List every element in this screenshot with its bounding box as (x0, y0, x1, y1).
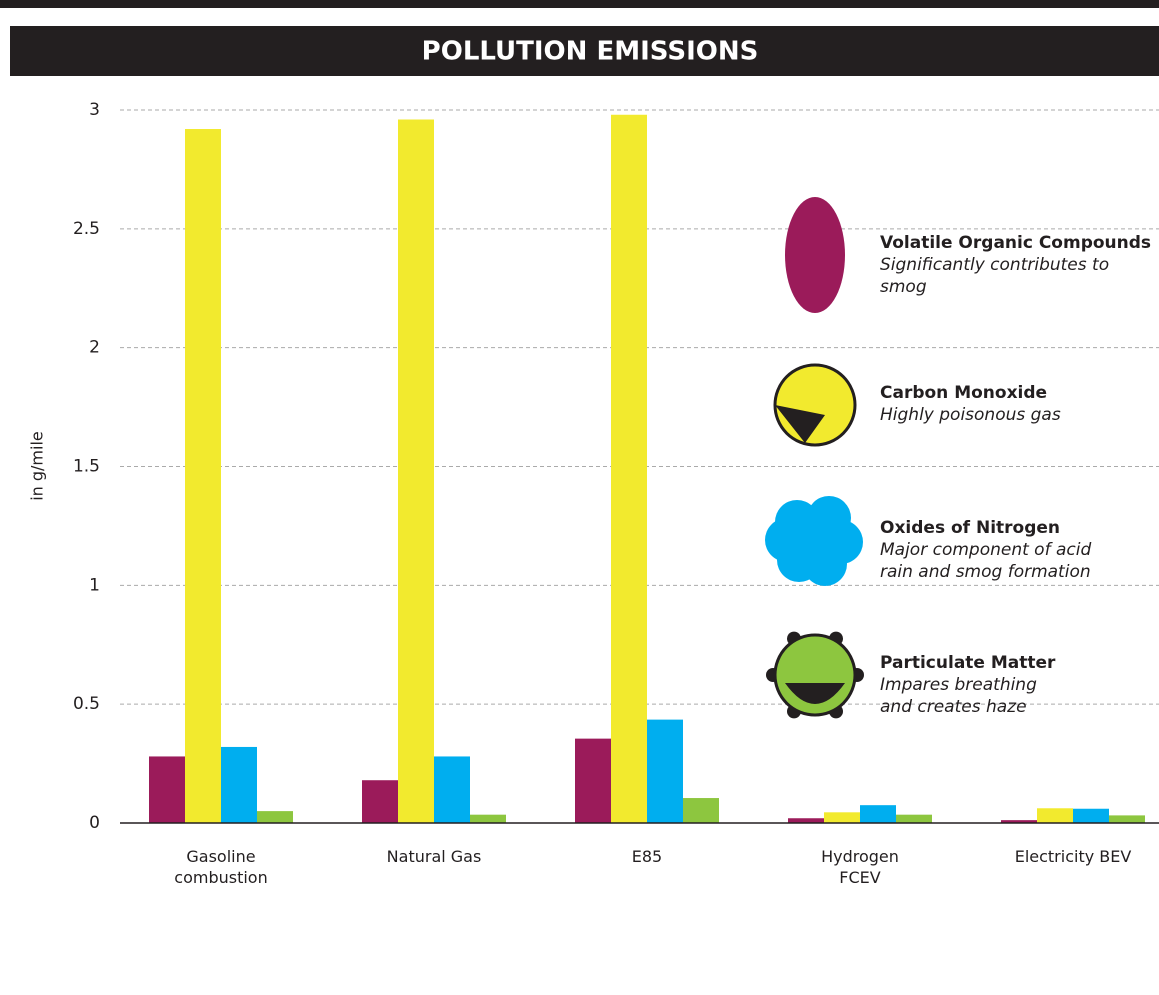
x-tick-label: Gasoline combustion (174, 847, 268, 887)
bar (1001, 820, 1037, 823)
bar (575, 738, 611, 823)
bar (1037, 808, 1073, 823)
y-tick-label: 0 (89, 813, 100, 833)
y-axis-label: in g/mile (28, 431, 47, 501)
title-band (10, 26, 1159, 76)
icon-body (773, 363, 857, 447)
legend-icon (766, 631, 864, 719)
bar (185, 129, 221, 824)
icon-mouth (775, 405, 825, 443)
legend-icon (773, 363, 857, 447)
legend-icon (785, 197, 845, 313)
legend-label: Oxides of Nitrogen (880, 518, 1060, 538)
legend-description: Impares breathing (880, 675, 1037, 695)
legend-description: and creates haze (880, 697, 1027, 717)
y-tick-label: 0.5 (73, 694, 100, 714)
y-tick-label: 1 (89, 575, 100, 595)
bar (470, 814, 506, 823)
icon-mouth (785, 683, 845, 704)
icon-body (785, 510, 845, 570)
chart-title: POLLUTION EMISSIONS (422, 37, 759, 67)
bar (788, 818, 824, 823)
bar (683, 798, 719, 823)
legend-label: Volatile Organic Compounds (880, 233, 1151, 253)
y-tick-label: 1.5 (73, 457, 100, 477)
x-tick-label: E85 (631, 847, 663, 866)
bar (1109, 815, 1145, 823)
top-rule (0, 0, 1159, 8)
x-tick-label: Hydrogen FCEV (821, 847, 899, 887)
legend-label: Particulate Matter (880, 653, 1056, 673)
legend-label: Carbon Monoxide (880, 383, 1047, 403)
y-tick-label: 3 (89, 100, 100, 120)
x-tick-label: Natural Gas (386, 847, 482, 866)
legend-description: rain and smog formation (880, 562, 1091, 582)
bar (149, 756, 185, 823)
bar (824, 812, 860, 823)
y-tick-label: 2.5 (73, 219, 100, 239)
legend-description: Significantly contributes to (880, 255, 1109, 275)
icon-body (785, 197, 845, 313)
bar (1073, 808, 1109, 823)
bar (434, 756, 470, 823)
bar (257, 811, 293, 823)
legend-description: Major component of acid (880, 540, 1091, 560)
bar (611, 114, 647, 823)
legend-icon (765, 496, 863, 586)
icon-body (773, 633, 857, 717)
bar (398, 119, 434, 824)
y-tick-label: 2 (89, 338, 100, 358)
x-tick-label: Electricity BEV (1014, 847, 1132, 866)
bar (860, 805, 896, 823)
bar (362, 780, 398, 823)
legend-description: smog (880, 277, 927, 297)
legend-description: Highly poisonous gas (880, 405, 1061, 425)
bar (221, 746, 257, 823)
bar (647, 719, 683, 823)
bar (896, 814, 932, 823)
